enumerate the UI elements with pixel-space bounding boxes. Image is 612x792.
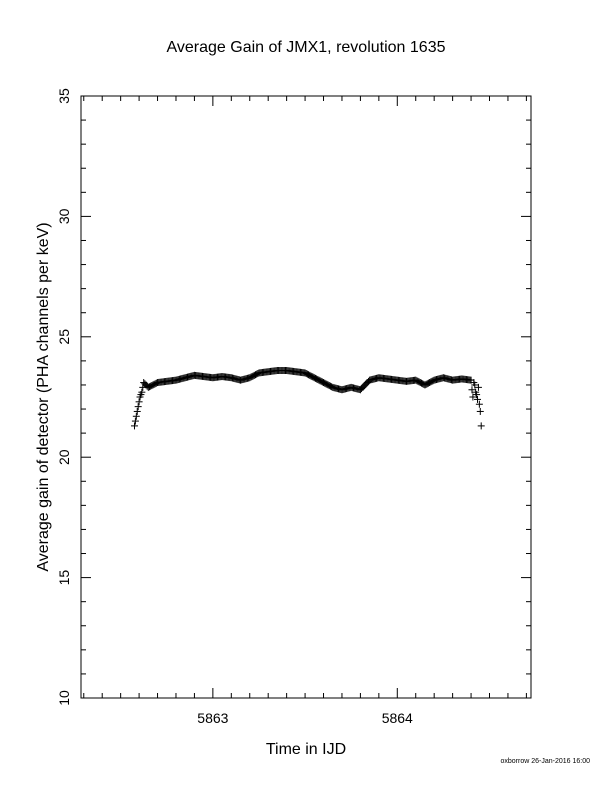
x-tick-label: 5864 bbox=[382, 710, 413, 726]
data-point bbox=[471, 381, 479, 389]
minor-ticks bbox=[81, 95, 531, 699]
x-axis-label: Time in IJD bbox=[266, 741, 346, 758]
y-tick-label: 15 bbox=[56, 570, 72, 586]
data-point bbox=[131, 417, 139, 425]
x-tick-label: 5863 bbox=[197, 710, 228, 726]
footer-stamp: oxborrow 26-Jan-2016 16:00 bbox=[500, 758, 590, 765]
y-tick-label: 20 bbox=[56, 449, 72, 465]
y-tick-label: 35 bbox=[56, 88, 72, 104]
data-point bbox=[133, 407, 141, 415]
data-point bbox=[474, 383, 482, 391]
data-point bbox=[468, 386, 476, 394]
data-point bbox=[469, 393, 477, 401]
y-tick-labels: 10 15 20 25 30 35 bbox=[56, 88, 72, 706]
data-point bbox=[135, 398, 143, 406]
data-point bbox=[130, 422, 138, 430]
data-point bbox=[477, 422, 485, 430]
data-points bbox=[130, 367, 485, 430]
x-tick-labels: 5863 5864 bbox=[197, 710, 413, 726]
y-tick-label: 10 bbox=[56, 690, 72, 706]
data-point bbox=[132, 412, 140, 420]
y-axis-label: Average gain of detector (PHA channels p… bbox=[35, 222, 52, 571]
y-tick-label: 25 bbox=[56, 329, 72, 345]
data-point bbox=[474, 395, 482, 403]
chart-title: Average Gain of JMX1, revolution 1635 bbox=[167, 39, 446, 56]
data-point bbox=[134, 403, 142, 411]
data-point bbox=[473, 391, 481, 399]
data-point bbox=[475, 400, 483, 408]
data-point bbox=[138, 388, 146, 396]
y-tick-label: 30 bbox=[56, 208, 72, 224]
data-point bbox=[476, 407, 484, 415]
plot-area bbox=[80, 95, 532, 699]
